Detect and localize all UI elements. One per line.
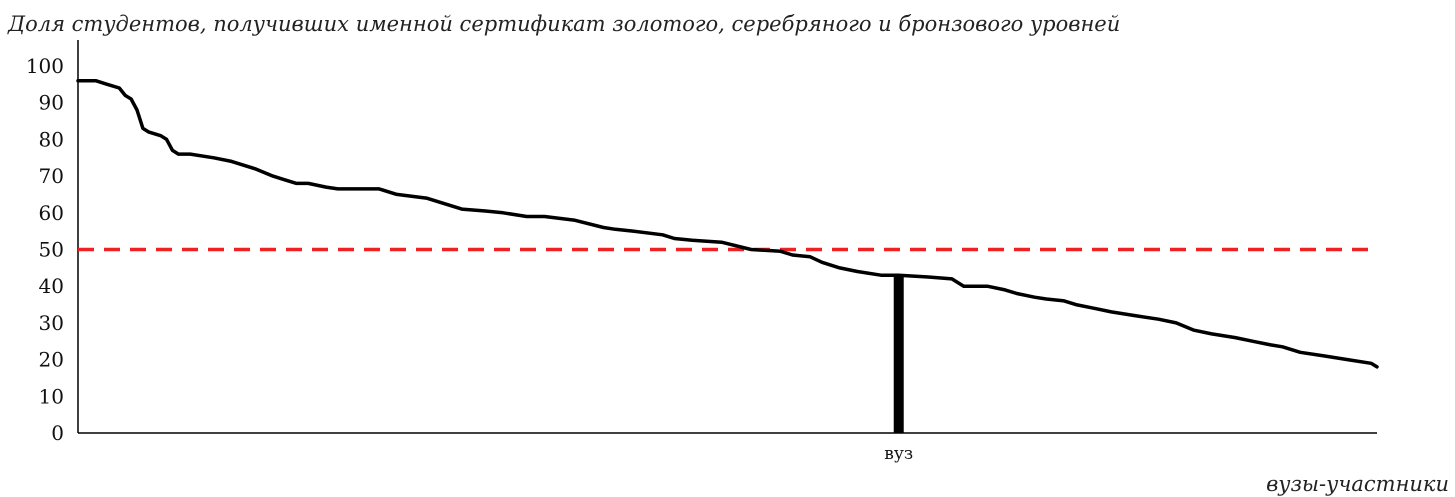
series-layer (76, 78, 1379, 369)
y-tick-label: 80 (39, 127, 64, 151)
y-tick-label: 60 (39, 201, 64, 225)
x-axis-label: вузы-участники (1266, 472, 1449, 496)
y-tick-label: 100 (26, 54, 64, 78)
y-tick-label: 0 (51, 421, 64, 445)
y-tick-label: 30 (39, 311, 64, 335)
chart-title: Доля студентов, получивших именной серти… (7, 12, 1120, 36)
y-tick-label: 10 (39, 384, 64, 408)
y-tick-label: 50 (39, 238, 64, 262)
y-axis-ticks: 0 10 20 30 40 50 60 70 80 90 100 (26, 54, 64, 445)
y-tick-label: 40 (39, 274, 64, 298)
y-tick-label: 90 (39, 91, 64, 115)
highlight-x-label: вуз (884, 444, 913, 464)
y-tick-label: 20 (39, 348, 64, 372)
highlighted-university-bar (893, 275, 904, 433)
y-tick-label: 70 (39, 164, 64, 188)
series-line (76, 78, 1379, 369)
